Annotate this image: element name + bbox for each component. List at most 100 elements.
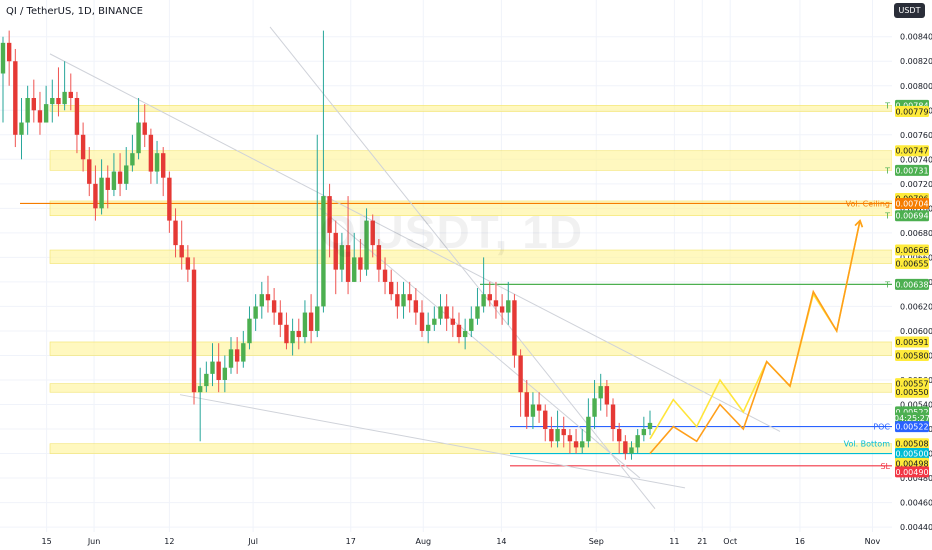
- price-tick-label: 0.00760: [900, 131, 932, 140]
- candle-body: [142, 122, 147, 135]
- candle-body: [74, 98, 80, 135]
- candle-body: [543, 410, 548, 430]
- candle-body: [271, 300, 277, 313]
- candle-body: [450, 318, 456, 325]
- price-pill-label: 0.00508: [895, 440, 928, 449]
- candle-body: [185, 257, 191, 270]
- candle-body: [124, 165, 129, 184]
- price-pill-label: 0.00550: [895, 388, 928, 397]
- candle-body: [80, 134, 86, 160]
- candle-body: [136, 122, 141, 154]
- candle-body: [586, 416, 591, 442]
- price-pill: [895, 386, 929, 398]
- candle-body: [364, 220, 369, 270]
- candle-body: [216, 361, 221, 380]
- trendline: [179, 394, 686, 489]
- price-pill: [895, 421, 929, 433]
- candle-body: [580, 441, 585, 448]
- price-pill: [895, 438, 929, 450]
- price-tick-label: 0.00800: [900, 82, 932, 91]
- candle-body: [50, 98, 55, 105]
- price-tick-label: 0.00820: [900, 57, 932, 66]
- price-pill-label: 0.00694: [895, 212, 928, 221]
- price-pill-label: 0.00557: [895, 380, 928, 389]
- price-tick-label: 0.00440: [900, 523, 932, 532]
- candle-body: [555, 429, 560, 442]
- zone-band: [49, 105, 893, 112]
- price-tick-label: 0.00480: [900, 474, 932, 483]
- candle-body: [401, 294, 406, 307]
- projection-orange: [649, 220, 861, 455]
- candle-body: [173, 220, 178, 246]
- candle-body: [616, 429, 622, 442]
- candle-body: [19, 122, 24, 135]
- price-pill-label: 0.00500: [895, 450, 928, 459]
- candle-body: [259, 294, 264, 307]
- price-pill: [895, 412, 929, 424]
- price-pill: [895, 197, 929, 209]
- price-pill: [895, 210, 929, 222]
- price-pill: [895, 448, 929, 460]
- candle-body: [407, 294, 412, 301]
- price-pill: [895, 349, 929, 361]
- candle-body: [561, 429, 566, 436]
- price-tick-label: 0.00720: [900, 180, 932, 189]
- price-pill: [895, 457, 929, 469]
- level-annotation: SL: [880, 462, 890, 471]
- candle-body: [154, 153, 160, 172]
- price-pill: [895, 466, 929, 478]
- candle-body: [117, 171, 123, 184]
- price-pill: [895, 145, 929, 157]
- price-pill-label: 0.00655: [895, 260, 928, 269]
- candle-body: [43, 104, 49, 123]
- symbol-watermark: QIUSDT, 1D: [320, 206, 584, 258]
- price-tick-label: 0.00460: [900, 499, 932, 508]
- candle-body: [234, 349, 240, 362]
- candle-body: [62, 91, 67, 105]
- level-annotation: T: [884, 280, 890, 289]
- time-tick-label: 12: [164, 537, 174, 546]
- price-pill: [895, 164, 929, 176]
- candle-body: [530, 404, 536, 417]
- time-tick-label: 17: [346, 537, 356, 546]
- candle-body: [6, 42, 12, 62]
- candle-body: [370, 220, 375, 246]
- candle-body: [87, 159, 92, 184]
- zone-band: [49, 383, 893, 393]
- price-pill-label: 0.00704: [895, 199, 928, 208]
- candle-body: [265, 294, 271, 301]
- currency-button[interactable]: USDT: [894, 3, 925, 18]
- level-annotation: T: [884, 166, 890, 175]
- candle-body: [413, 300, 419, 313]
- candle-body: [481, 294, 486, 307]
- candle-body: [99, 177, 104, 209]
- price-tick-label: 0.00680: [900, 229, 932, 238]
- candle-body: [315, 306, 320, 331]
- candle-body: [13, 61, 18, 135]
- candle-body: [598, 386, 603, 399]
- time-tick-label: Sep: [589, 537, 604, 546]
- candle-body: [604, 386, 610, 405]
- candle-body: [56, 98, 61, 105]
- candle-body: [111, 171, 117, 190]
- candle-body: [499, 306, 505, 313]
- candle-body: [518, 355, 523, 393]
- candle-body: [222, 367, 228, 380]
- candle-body: [567, 435, 573, 442]
- candle-body: [241, 343, 246, 362]
- candle-body: [68, 91, 73, 99]
- price-tick-label: 0.00620: [900, 302, 932, 311]
- zone-band: [49, 341, 893, 356]
- candle-body: [641, 429, 647, 436]
- candle-body: [456, 324, 462, 338]
- candle-body: [536, 404, 542, 411]
- candle-body: [253, 306, 258, 319]
- time-tick-label: 11: [669, 537, 679, 546]
- time-tick-label: 15: [42, 537, 52, 546]
- time-tick-label: 16: [795, 537, 805, 546]
- candle-body: [278, 312, 283, 325]
- candle-body: [506, 300, 511, 313]
- candle-body: [475, 306, 480, 319]
